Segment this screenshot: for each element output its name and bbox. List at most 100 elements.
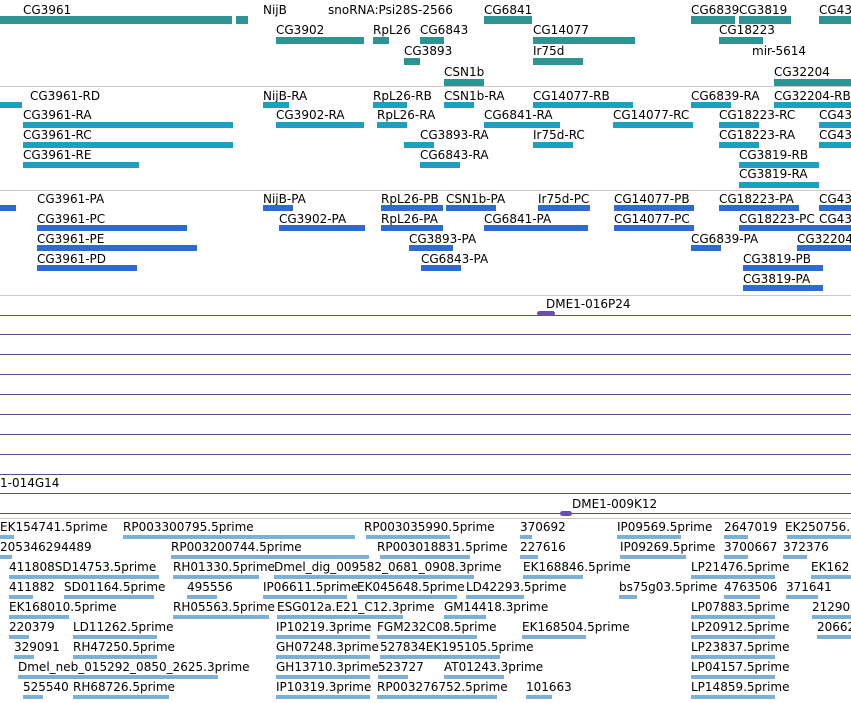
- transcript-feature[interactable]: [613, 122, 693, 128]
- transcript-label[interactable]: CG3961-RE: [23, 148, 92, 162]
- est-feature[interactable]: [620, 555, 686, 559]
- transcript-label[interactable]: Ir75d-RC: [533, 128, 585, 142]
- est-feature[interactable]: [724, 535, 748, 539]
- est-feature[interactable]: [520, 535, 532, 539]
- gene-label[interactable]: snoRNA:Psi28S-2566: [328, 3, 453, 17]
- est-label[interactable]: GH07248.3prime: [276, 640, 379, 654]
- est-label[interactable]: IP06611.5prime: [263, 580, 359, 594]
- gene-feature[interactable]: [719, 37, 763, 44]
- est-label[interactable]: Dmel_dig_009582_0681_0908.3prime: [274, 560, 502, 574]
- est-feature[interactable]: [276, 695, 370, 699]
- est-label[interactable]: RP003018831.5prime: [377, 540, 508, 554]
- gene-feature[interactable]: [0, 16, 232, 24]
- est-label[interactable]: RP003035990.5prime: [364, 520, 495, 534]
- est-feature[interactable]: [444, 615, 486, 619]
- est-label[interactable]: EK154741.5prime: [0, 520, 108, 534]
- gene-feature[interactable]: [420, 37, 444, 44]
- protein-feature[interactable]: [743, 285, 823, 291]
- est-feature[interactable]: [274, 575, 474, 579]
- est-label[interactable]: LD11262.5prime: [73, 620, 174, 634]
- est-label[interactable]: EK162: [811, 560, 850, 574]
- est-feature[interactable]: [9, 575, 159, 579]
- transcript-feature[interactable]: [774, 102, 851, 108]
- est-feature[interactable]: [366, 535, 450, 539]
- protein-label[interactable]: RpL26-PB: [381, 192, 439, 206]
- transcript-label[interactable]: CG43: [819, 108, 851, 122]
- est-feature[interactable]: [380, 655, 500, 659]
- transcript-feature[interactable]: [373, 102, 407, 108]
- est-feature[interactable]: [276, 675, 370, 679]
- est-feature[interactable]: [0, 555, 12, 559]
- est-feature[interactable]: [123, 535, 355, 539]
- est-label[interactable]: EK168846.5prime: [523, 560, 631, 574]
- transcript-feature[interactable]: [420, 162, 460, 168]
- protein-label[interactable]: CG3819-PB: [743, 252, 812, 266]
- est-label[interactable]: 523727: [378, 660, 424, 674]
- transcript-label[interactable]: CG43: [819, 128, 851, 142]
- transcript-feature[interactable]: [739, 182, 819, 188]
- est-label[interactable]: IP09269.5prime: [620, 540, 716, 554]
- est-label[interactable]: 370692: [520, 520, 566, 534]
- est-label[interactable]: LP21476.5prime: [691, 560, 790, 574]
- est-label[interactable]: IP09569.5prime: [617, 520, 713, 534]
- est-label[interactable]: Dmel_neb_015292_0850_2625.3prime: [18, 660, 250, 674]
- gene-feature[interactable]: [819, 16, 851, 24]
- est-feature[interactable]: [378, 675, 408, 679]
- est-feature[interactable]: [18, 675, 218, 679]
- transcript-feature[interactable]: [23, 122, 233, 128]
- est-feature[interactable]: [9, 595, 33, 599]
- est-label[interactable]: 227616: [520, 540, 566, 554]
- est-label[interactable]: LP14859.5prime: [691, 680, 790, 694]
- gene-label[interactable]: RpL26: [373, 23, 411, 37]
- est-label[interactable]: GM14418.3prime: [444, 600, 549, 614]
- est-label[interactable]: 411808SD14753.5prime: [9, 560, 157, 574]
- transcript-feature[interactable]: [23, 162, 139, 168]
- est-feature[interactable]: [520, 555, 538, 559]
- est-label[interactable]: 21290: [812, 600, 851, 614]
- transcript-label[interactable]: RpL26-RB: [373, 89, 432, 103]
- protein-label[interactable]: Ir75d-PC: [538, 192, 590, 206]
- est-label[interactable]: 372376: [783, 540, 829, 554]
- transcript-feature[interactable]: [533, 142, 573, 148]
- est-label[interactable]: FGM232C08.5prime: [377, 620, 497, 634]
- gene-feature[interactable]: [484, 16, 532, 24]
- est-label[interactable]: GH13710.3prime: [276, 660, 379, 674]
- est-label[interactable]: 205346294489: [0, 540, 92, 554]
- est-feature[interactable]: [812, 615, 851, 619]
- gene-label[interactable]: mir-5614: [752, 44, 807, 58]
- transcript-feature[interactable]: [719, 142, 759, 148]
- protein-feature[interactable]: [381, 205, 443, 211]
- gene-label[interactable]: Ir75d: [533, 44, 565, 58]
- est-label[interactable]: 525540: [23, 680, 69, 694]
- transcript-label[interactable]: CG14077-RC: [613, 108, 690, 122]
- est-feature[interactable]: [0, 535, 14, 539]
- est-feature[interactable]: [171, 555, 369, 559]
- est-feature[interactable]: [811, 575, 851, 579]
- protein-label[interactable]: CG3961-PC: [37, 212, 106, 226]
- protein-feature[interactable]: [37, 245, 197, 251]
- transcript-feature[interactable]: [533, 102, 633, 108]
- est-label[interactable]: 527834EK195105.5prime: [380, 640, 534, 654]
- transcript-label[interactable]: CG3961-RA: [23, 108, 92, 122]
- protein-label[interactable]: CG3961-PA: [37, 192, 105, 206]
- protein-feature[interactable]: [279, 225, 365, 231]
- gene-label[interactable]: CG43: [819, 3, 851, 17]
- transcript-label[interactable]: CG18223-RA: [719, 128, 796, 142]
- est-label[interactable]: 371641: [786, 580, 832, 594]
- protein-feature[interactable]: [797, 245, 851, 251]
- protein-label[interactable]: CG6841-PA: [484, 212, 552, 226]
- est-feature[interactable]: [786, 595, 818, 599]
- est-label[interactable]: RP003300795.5prime: [123, 520, 254, 534]
- gene-label[interactable]: NijB: [263, 3, 287, 17]
- transcript-label[interactable]: NijB-RA: [263, 89, 308, 103]
- protein-feature[interactable]: [614, 205, 694, 211]
- transcript-label[interactable]: CG3902-RA: [276, 108, 345, 122]
- est-feature[interactable]: [64, 595, 154, 599]
- est-feature[interactable]: [23, 695, 43, 699]
- protein-label[interactable]: CG3961-PE: [37, 232, 105, 246]
- transcript-feature[interactable]: [739, 162, 819, 168]
- est-label[interactable]: 2647019: [724, 520, 778, 534]
- est-label[interactable]: IP10319.3prime: [276, 680, 372, 694]
- gene-label[interactable]: CG3893: [404, 44, 453, 58]
- est-label[interactable]: LP23837.5prime: [691, 640, 790, 654]
